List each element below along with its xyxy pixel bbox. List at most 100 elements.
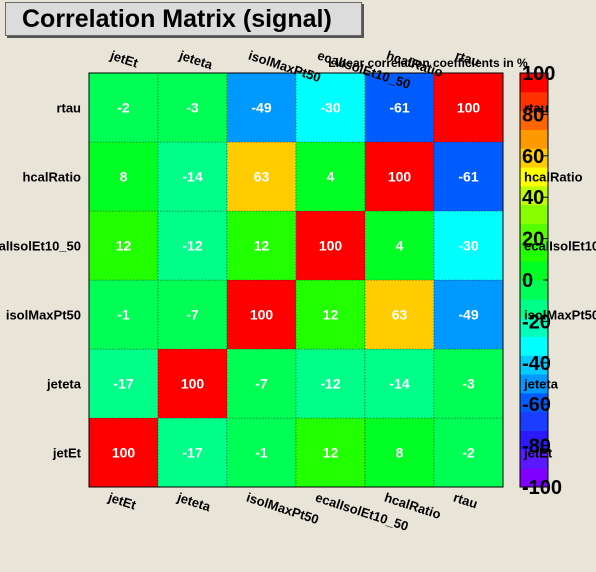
colorbar bbox=[519, 72, 549, 488]
cell-value-label: -7 bbox=[186, 307, 199, 323]
colorbar-tick-label: 40 bbox=[522, 187, 544, 209]
cell-value-label: -3 bbox=[462, 376, 475, 392]
cell-value-label: 100 bbox=[388, 169, 412, 185]
cell-value-label: -12 bbox=[182, 238, 202, 254]
colorbar-segment bbox=[520, 91, 548, 112]
heatmap-cell bbox=[295, 348, 366, 419]
chart-title-box: Correlation Matrix (signal) bbox=[5, 2, 362, 36]
cell-value-label: -30 bbox=[458, 238, 478, 254]
colorbar-segment bbox=[520, 129, 548, 149]
heatmap-cell bbox=[226, 279, 297, 350]
cell-value-label: -30 bbox=[320, 100, 340, 116]
cell-value-label: -61 bbox=[458, 169, 478, 185]
heatmap-cell bbox=[364, 417, 435, 488]
colorbar-tick-label: -20 bbox=[522, 311, 551, 333]
heatmap-cell bbox=[295, 210, 366, 281]
colorbar-tick-label: 20 bbox=[522, 229, 544, 251]
colorbar-segment bbox=[520, 167, 548, 187]
colorbar-segment bbox=[520, 73, 548, 93]
heatmap-cell bbox=[226, 417, 297, 488]
cell-value-label: -49 bbox=[251, 100, 271, 116]
y-tick-label: rtau bbox=[56, 101, 81, 116]
heatmap-cell bbox=[88, 72, 159, 143]
colorbar-segment bbox=[520, 336, 548, 356]
colorbar-tick-label: -80 bbox=[522, 436, 551, 458]
colorbar-segment bbox=[520, 449, 548, 469]
heatmap-cell bbox=[433, 417, 504, 488]
cell-value-label: 100 bbox=[319, 238, 343, 254]
heatmap-cell bbox=[295, 279, 366, 350]
colorbar-segment bbox=[520, 374, 548, 394]
y-axis-labels: jetEt jeteta isolMaxPt50 ecalIsolEt10_50 hca… bbox=[0, 101, 82, 461]
cell-value-label: -7 bbox=[255, 376, 268, 392]
cell-value-label: -3 bbox=[186, 100, 199, 116]
colorbar-segment bbox=[520, 317, 548, 337]
colorbar-segment bbox=[520, 468, 548, 488]
cell-value-label: 12 bbox=[254, 238, 270, 254]
cell-value-label: 4 bbox=[327, 169, 335, 185]
heatmap-cell bbox=[433, 279, 504, 350]
colorbar-segment bbox=[520, 148, 548, 168]
chart-title: Correlation Matrix (signal) bbox=[22, 4, 332, 33]
colorbar-variable-label: rtau bbox=[524, 101, 549, 116]
heatmap-cell bbox=[433, 72, 504, 143]
heatmap-cell bbox=[364, 348, 435, 419]
heatmap-cell bbox=[226, 348, 297, 419]
colorbar-segment bbox=[520, 110, 548, 130]
colorbar-segment bbox=[520, 355, 548, 375]
colorbar-variable-label: hcalRatio bbox=[524, 170, 583, 185]
heatmap-cell bbox=[433, 141, 504, 212]
x-tick-label-bottom: isolMaxPt50 bbox=[245, 490, 321, 527]
heatmap-cell bbox=[364, 210, 435, 281]
colorbar-variable-label: isolMaxPt50 bbox=[524, 308, 596, 323]
colorbar-segment bbox=[520, 242, 548, 262]
colorbar-variable-label: jetEt bbox=[523, 446, 553, 461]
cell-value-label: -2 bbox=[117, 100, 130, 116]
heatmap-cell bbox=[433, 210, 504, 281]
colorbar-tick-label: 80 bbox=[522, 104, 544, 126]
x-axis-labels-bottom: jetEt jeteta isolMaxPt50ecalIsolEt10_50hca… bbox=[106, 489, 480, 534]
x-tick-label-top: jetEt bbox=[108, 47, 141, 70]
colorbar-tick-label: 100 bbox=[522, 63, 555, 85]
cell-value-label: 63 bbox=[392, 307, 408, 323]
cell-value-label: -14 bbox=[182, 169, 202, 185]
x-tick-label-bottom: jetEt bbox=[106, 489, 139, 512]
heatmap-cell bbox=[295, 417, 366, 488]
y-tick-label: isolMaxPt50 bbox=[6, 308, 81, 323]
heatmap-cell bbox=[433, 348, 504, 419]
y-tick-label: ecalIsolEt10_50 bbox=[0, 239, 81, 254]
cell-value-label: 8 bbox=[396, 445, 404, 461]
colorbar-segment bbox=[520, 223, 548, 243]
colorbar-segment bbox=[520, 261, 548, 281]
heatmap-cell bbox=[88, 279, 159, 350]
heatmap-cell bbox=[157, 417, 228, 488]
heatmap-cell bbox=[226, 210, 297, 281]
heatmap-cell bbox=[295, 141, 366, 212]
colorbar-segment bbox=[520, 185, 548, 206]
cell-value-label: -17 bbox=[182, 445, 202, 461]
cell-value-label: 12 bbox=[323, 307, 339, 323]
cell-value-label: -2 bbox=[462, 445, 475, 461]
cell-value-label: 12 bbox=[116, 238, 132, 254]
cell-value-label: -1 bbox=[255, 445, 268, 461]
cell-value-label: -49 bbox=[458, 307, 478, 323]
heatmap-cell bbox=[157, 141, 228, 212]
heatmap-cell bbox=[88, 141, 159, 212]
y-tick-label: hcalRatio bbox=[22, 170, 81, 185]
cell-value-label: 100 bbox=[457, 100, 481, 116]
chart-subtitle: Linear correlation coefficients in % bbox=[328, 56, 528, 70]
colorbar-tick-label: -100 bbox=[522, 477, 562, 499]
heatmap-cell bbox=[226, 72, 297, 143]
colorbar-labels: 100 80 60 40 20 0 -20 -40 -60 -80 -100 bbox=[522, 63, 562, 499]
x-tick-label-bottom: jeteta bbox=[175, 489, 214, 514]
x-tick-label-top: jeteta bbox=[177, 47, 216, 72]
heatmap-cell bbox=[157, 72, 228, 143]
x-tick-label-bottom: rtau bbox=[452, 490, 480, 512]
x-tick-label-top: rtau bbox=[454, 48, 482, 70]
heatmap-cell bbox=[364, 279, 435, 350]
heatmap-cell bbox=[88, 417, 159, 488]
plot-frame bbox=[88, 72, 504, 488]
heatmap-cell bbox=[226, 141, 297, 212]
cell-value-label: 100 bbox=[181, 376, 205, 392]
